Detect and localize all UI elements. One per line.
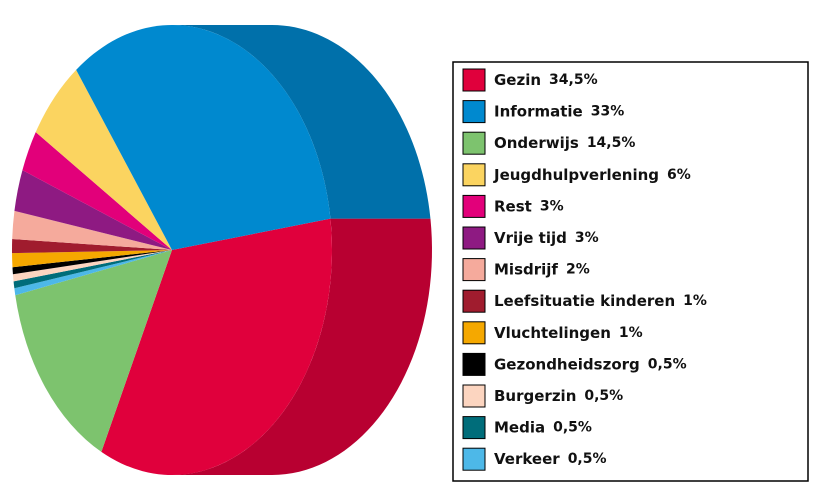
slice <box>12 210 172 250</box>
legend-value: 0,5% <box>648 356 687 372</box>
legend-value: 0,5% <box>584 388 623 404</box>
legend-label: Informatie <box>494 102 583 120</box>
legend-label: Verkeer <box>494 450 560 468</box>
pie <box>12 24 432 476</box>
slice <box>76 24 331 251</box>
legend-swatch <box>462 321 486 345</box>
slice <box>12 250 173 268</box>
legend-entry: Gezondheidszorg 0,5% <box>494 355 687 373</box>
legend-entry: Rest 3% <box>494 197 564 215</box>
legend-entry: Misdrijf 2% <box>494 260 590 278</box>
slice <box>12 250 172 282</box>
legend-label: Leefsituatie kinderen <box>494 292 675 310</box>
legend-value: 1% <box>619 325 643 341</box>
legend-swatch <box>462 194 486 218</box>
slice <box>35 69 172 250</box>
legend-entry: Onderwijs 14,5% <box>494 134 635 152</box>
legend-swatch <box>462 131 486 155</box>
legend-entry: Vrije tijd 3% <box>494 229 599 247</box>
legend-swatch <box>462 258 486 282</box>
legend-label: Misdrijf <box>494 260 558 278</box>
legend-label: Vluchtelingen <box>494 323 611 341</box>
legend-swatch <box>462 226 486 250</box>
legend-swatch <box>462 384 486 408</box>
legend-entry: Burgerzin 0,5% <box>494 387 623 405</box>
legend: Gezin 34,5% Informatie 33% Onderwijs 14,5% Jeu… <box>462 68 707 471</box>
legend-entry: Informatie 33% <box>494 102 624 120</box>
slice-side <box>172 25 431 219</box>
slice <box>15 250 172 452</box>
legend-value: 3% <box>540 198 564 214</box>
slice <box>12 250 173 275</box>
legend-label: Gezondheidszorg <box>494 355 640 373</box>
legend-label: Jeugdhulpverlening <box>493 165 659 183</box>
slice <box>22 132 173 250</box>
legend-label: Rest <box>494 197 532 215</box>
legend-entry: Verkeer 0,5% <box>494 450 607 468</box>
legend-label: Gezin <box>494 71 541 89</box>
legend-swatch <box>462 447 486 471</box>
legend-swatch <box>462 416 486 440</box>
legend-swatch <box>462 100 486 124</box>
legend-value: 0,5% <box>553 420 592 436</box>
legend-label: Onderwijs <box>494 134 579 152</box>
slice <box>13 250 172 289</box>
legend-value: 2% <box>566 262 590 278</box>
legend-swatch <box>462 289 486 313</box>
slice <box>14 170 173 250</box>
legend-label: Vrije tijd <box>494 229 567 247</box>
legend-value: 1% <box>683 293 707 309</box>
legend-swatch <box>462 352 486 376</box>
legend-value: 6% <box>667 167 691 183</box>
legend-value: 33% <box>591 104 625 120</box>
legend-label: Media <box>494 418 545 436</box>
legend-entry: Media 0,5% <box>494 418 592 436</box>
legend-swatch <box>462 68 486 92</box>
legend-entry: Jeugdhulpverlening 6% <box>493 165 691 183</box>
legend-entry: Gezin 34,5% <box>494 71 598 89</box>
slice <box>101 218 333 476</box>
legend-value: 0,5% <box>568 451 607 467</box>
slice <box>14 250 173 296</box>
slice <box>12 239 173 254</box>
legend-entry: Leefsituatie kinderen 1% <box>494 292 707 310</box>
legend-label: Burgerzin <box>494 387 576 405</box>
legend-swatch <box>462 163 486 187</box>
legend-box <box>452 61 809 482</box>
legend-entry: Vluchtelingen 1% <box>494 323 643 341</box>
legend-value: 3% <box>575 230 599 246</box>
slice-side <box>172 218 432 476</box>
legend-value: 14,5% <box>587 135 636 151</box>
legend-value: 34,5% <box>549 72 598 88</box>
